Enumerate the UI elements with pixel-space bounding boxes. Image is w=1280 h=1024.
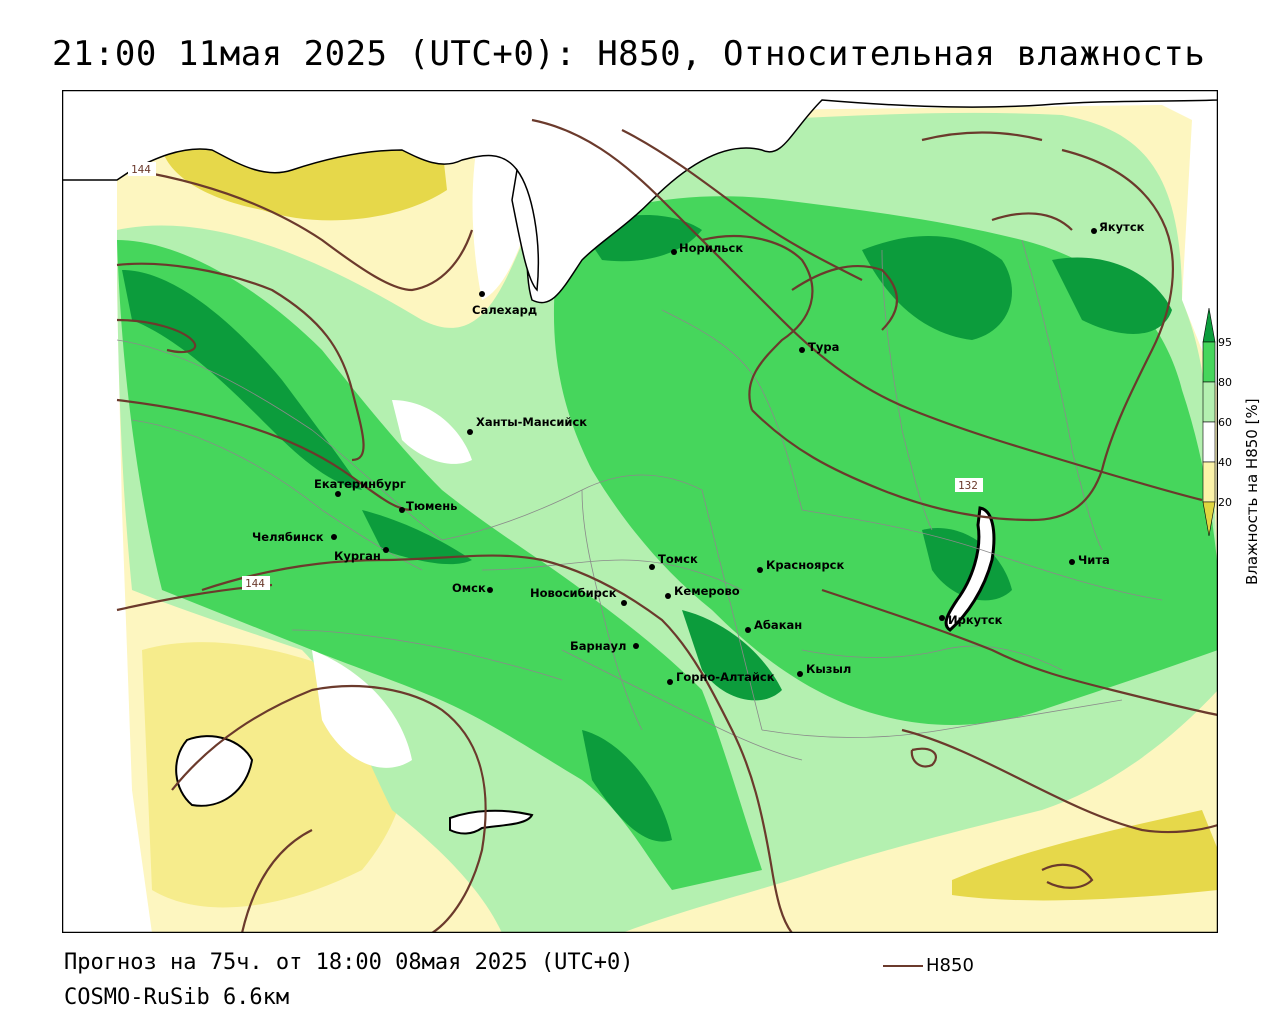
city-label: Красноярск bbox=[766, 558, 844, 572]
city-label: Курган bbox=[334, 549, 381, 563]
city-label: Новосибирск bbox=[530, 586, 617, 600]
city-label: Ханты-Мансийск bbox=[476, 415, 587, 429]
contour-labels: 144 144 132 bbox=[128, 162, 983, 590]
h850-contours bbox=[116, 118, 1218, 933]
map-title: 21:00 11мая 2025 (UTC+0): H850, Относите… bbox=[52, 34, 1206, 74]
colorbar-bottom-arrow bbox=[1202, 501, 1216, 537]
city-khanty-mansiysk: Ханты-Мансийск bbox=[467, 415, 587, 435]
city-gorno-altaysk: Горно-Алтайск bbox=[667, 670, 775, 685]
humidity-area-95-altai bbox=[582, 730, 672, 842]
city-label: Кемерово bbox=[674, 584, 740, 598]
city-label: Тура bbox=[808, 340, 839, 354]
lake-baikal bbox=[944, 506, 996, 632]
city-label: Екатеринбург bbox=[314, 477, 406, 491]
colorbar-title: Влажность на H850 [%] bbox=[1243, 398, 1261, 585]
arctic-ocean bbox=[62, 90, 1218, 304]
colorbar-tick-80: 80 bbox=[1218, 376, 1232, 389]
contour-label-144-south: 144 bbox=[245, 577, 265, 590]
city-kemerovo: Кемерово bbox=[665, 584, 740, 599]
contour-legend-label: H850 bbox=[926, 955, 974, 976]
colorbar-tick-95: 95 bbox=[1218, 336, 1232, 349]
yamal-gulf bbox=[511, 168, 540, 292]
city-label: Челябинск bbox=[252, 530, 324, 544]
humidity-area-95-far-east bbox=[1052, 257, 1172, 334]
contour-legend-swatch bbox=[883, 965, 923, 967]
lake-southwest bbox=[175, 735, 254, 807]
map-frame bbox=[62, 90, 1218, 933]
city-yekaterinburg: Екатеринбург bbox=[314, 477, 406, 497]
city-yakutsk: Якутск bbox=[1091, 220, 1145, 234]
city-irkutsk: Иркутск bbox=[939, 613, 1003, 627]
humidity-area-dry-southeast bbox=[952, 810, 1218, 901]
city-tomsk: Томск bbox=[649, 552, 698, 570]
humidity-area-40-60-kazakh bbox=[312, 650, 412, 768]
forecast-info: Прогноз на 75ч. от 18:00 08мая 2025 (UTC… bbox=[64, 950, 634, 975]
forecast-map: 144 144 132 Салехард Норильск Якутск Тур… bbox=[62, 90, 1218, 933]
city-chelyabinsk: Челябинск bbox=[252, 530, 337, 544]
humidity-colorbar: 95 80 60 40 20 bbox=[1202, 307, 1232, 537]
contour-label-144-north: 144 bbox=[131, 163, 151, 176]
city-krasnoyarsk: Красноярск bbox=[757, 558, 844, 573]
city-chita: Чита bbox=[1069, 553, 1110, 567]
city-label: Омск bbox=[452, 581, 486, 595]
colorbar-band-80-95 bbox=[1202, 341, 1216, 383]
city-norilsk: Норильск bbox=[671, 241, 743, 255]
city-label: Абакан bbox=[754, 618, 802, 632]
humidity-area-95-east bbox=[862, 236, 1012, 340]
humidity-area-95-irkutsk bbox=[922, 528, 1012, 601]
city-label: Иркутск bbox=[948, 613, 1003, 627]
city-kurgan: Курган bbox=[334, 547, 389, 563]
humidity-area-95-west bbox=[122, 270, 362, 490]
city-barnaul: Барнаул bbox=[570, 639, 639, 653]
colorbar-band-20-40 bbox=[1202, 461, 1216, 503]
colorbar-tick-40: 40 bbox=[1218, 456, 1232, 469]
humidity-area-95-southwest bbox=[682, 610, 782, 701]
city-abakan: Абакан bbox=[745, 618, 802, 633]
humidity-area-80-95-east bbox=[553, 196, 1218, 725]
city-label: Горно-Алтайск bbox=[676, 670, 775, 684]
lake-balkhash bbox=[449, 809, 534, 835]
city-label: Тюмень bbox=[406, 499, 457, 513]
city-omsk: Омск bbox=[452, 581, 493, 595]
contour-legend: H850 bbox=[883, 955, 974, 976]
city-kyzyl: Кызыл bbox=[797, 662, 851, 677]
city-salekhard: Салехард bbox=[472, 291, 537, 317]
city-markers: Салехард Норильск Якутск Тура Ханты-Манс… bbox=[252, 220, 1145, 685]
city-tura: Тура bbox=[799, 340, 839, 354]
colorbar-tick-60: 60 bbox=[1218, 416, 1232, 429]
colorbar-band-60-80 bbox=[1202, 381, 1216, 423]
city-label: Салехард bbox=[472, 303, 537, 317]
city-label: Якутск bbox=[1099, 220, 1145, 234]
city-novosibirsk: Новосибирск bbox=[530, 586, 627, 606]
humidity-area-40-60-urals bbox=[392, 400, 472, 464]
city-tyumen: Тюмень bbox=[399, 499, 457, 513]
contour-label-132: 132 bbox=[958, 479, 978, 492]
humidity-area-95-center bbox=[362, 510, 472, 565]
colorbar-tick-20: 20 bbox=[1218, 496, 1232, 509]
city-label: Барнаул bbox=[570, 639, 626, 653]
colorbar-band-40-60 bbox=[1202, 421, 1216, 463]
city-label: Томск bbox=[658, 552, 698, 566]
city-label: Чита bbox=[1078, 553, 1110, 567]
city-label: Кызыл bbox=[806, 662, 851, 676]
colorbar-top-arrow bbox=[1202, 307, 1216, 343]
model-name: COSMO-RuSib 6.6км bbox=[64, 985, 290, 1010]
city-label: Норильск bbox=[679, 241, 743, 255]
